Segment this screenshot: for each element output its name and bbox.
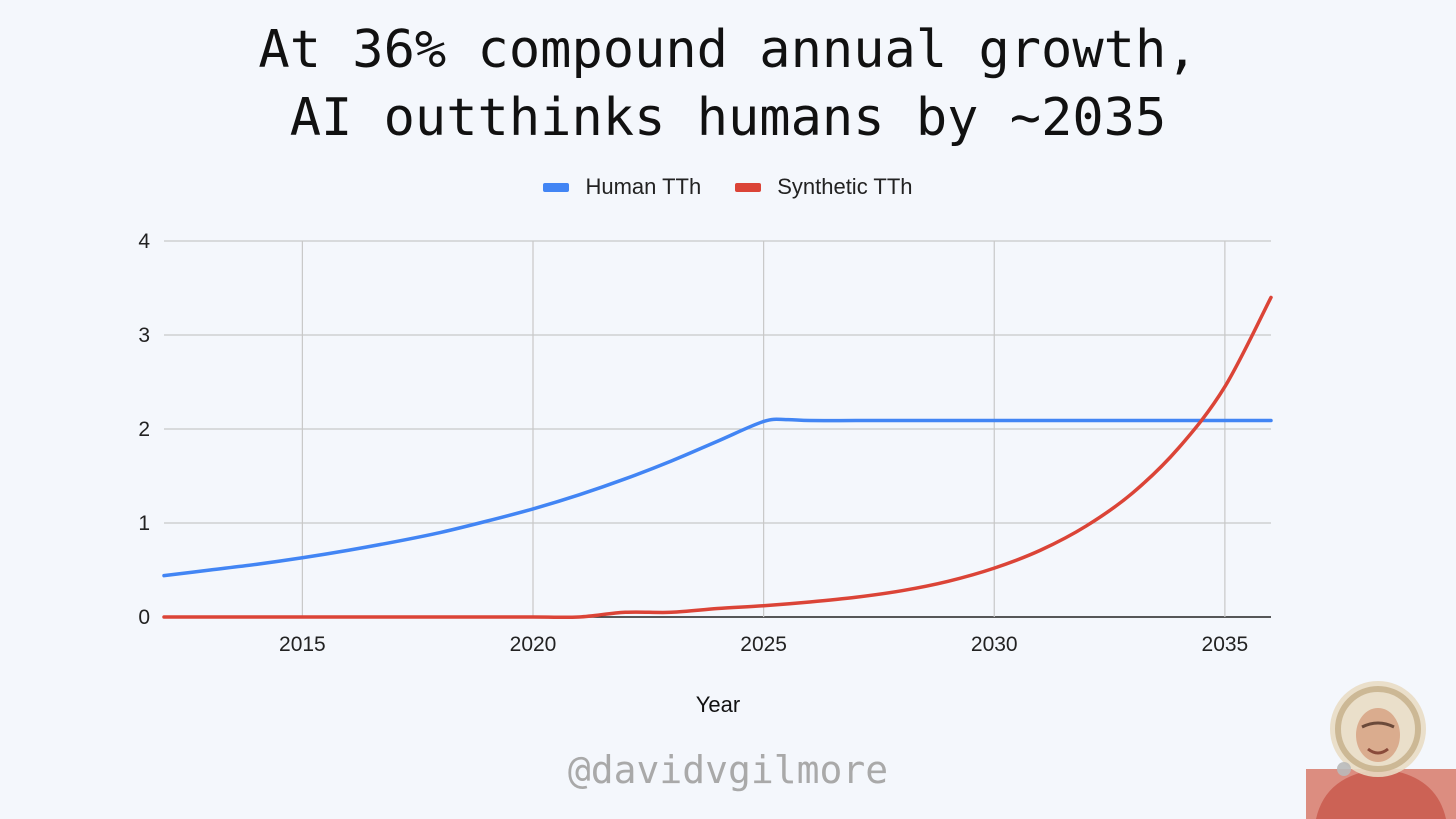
legend-swatch-synthetic <box>735 182 762 192</box>
chart-grid <box>164 240 1271 618</box>
legend-item-human[interactable]: Human TTh <box>543 174 701 200</box>
author-handle: @davidvgilmore <box>567 748 889 792</box>
x-tick-label-2020: 2020 <box>510 633 557 656</box>
y-tick-label-0: 0 <box>138 606 150 629</box>
chart-title: At 36% compound annual growth, AI outthi… <box>0 16 1456 152</box>
legend-swatch-human <box>543 182 570 192</box>
y-tick-label-2: 2 <box>138 418 150 441</box>
y-tick-label-3: 3 <box>138 324 150 347</box>
legend-item-synthetic[interactable]: Synthetic TTh <box>735 174 913 200</box>
x-tick-label-2015: 2015 <box>279 633 326 656</box>
chart-ticks: 0 1 2 3 4 2015 2020 2025 2030 2035 <box>138 230 1248 656</box>
series-line-human-tth <box>162 417 1273 578</box>
series-line-synthetic-tth <box>162 295 1273 620</box>
y-tick-label-1: 1 <box>138 512 150 535</box>
x-axis-label: Year <box>695 692 741 717</box>
x-tick-label-2030: 2030 <box>971 633 1018 656</box>
astronaut-avatar-icon <box>1306 681 1456 819</box>
chart-title-line-1: At 36% compound annual growth, <box>258 20 1198 80</box>
chart-series <box>162 295 1273 620</box>
legend-label-synthetic: Synthetic TTh <box>777 174 913 199</box>
x-tick-label-2035: 2035 <box>1202 633 1249 656</box>
chart-title-line-2: AI outthinks humans by ~2035 <box>289 88 1167 148</box>
legend-label-human: Human TTh <box>585 174 702 199</box>
x-tick-label-2025: 2025 <box>740 633 787 656</box>
y-tick-label-4: 4 <box>138 230 150 253</box>
chart-legend: Human TTh Synthetic TTh <box>0 174 1456 200</box>
